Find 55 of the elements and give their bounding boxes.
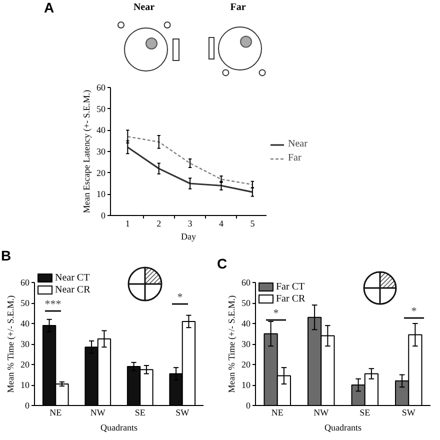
y-tick-label: 20 (242, 360, 251, 370)
y-axis-title: Mean % Time (+/- S.E.M.) (226, 295, 236, 393)
legend-label: Far (288, 152, 302, 164)
x-tick-label: 1 (125, 218, 130, 228)
y-tick-label: 40 (96, 125, 106, 136)
y-tick-label: 60 (96, 82, 106, 92)
y-tick-label: 50 (242, 298, 251, 308)
x-axis-title: Quadrants (100, 422, 138, 432)
annotation: * (273, 308, 279, 320)
x-tick-label: NE (50, 408, 62, 418)
y-tick-label: 40 (20, 318, 30, 328)
x-axis-title: Day (181, 232, 196, 242)
y-tick-label: 50 (96, 104, 106, 114)
y-tick-label: 30 (20, 339, 30, 349)
annotation: * (411, 306, 417, 318)
y-tick-label: 0 (25, 400, 30, 410)
x-tick-label: SE (360, 408, 371, 418)
y-tick-label: 0 (101, 210, 106, 220)
x-tick-label: SW (402, 408, 416, 418)
annotation: *** (44, 298, 62, 310)
x-tick-label: SE (134, 408, 146, 418)
y-tick-label: 10 (20, 380, 30, 390)
legend-label: Near CR (55, 284, 90, 296)
y-tick-label: 20 (20, 360, 30, 370)
annotation: * (177, 292, 183, 304)
x-tick-label: NE (271, 408, 284, 418)
panel-title: A (44, 0, 54, 16)
x-tick-label: 5 (250, 218, 256, 228)
y-tick-label: 60 (20, 278, 30, 288)
x-tick-label: NW (90, 408, 106, 418)
y-tick-label: 30 (242, 339, 251, 349)
y-tick-label: 0 (246, 400, 251, 410)
y-tick-label: 10 (242, 380, 251, 390)
y-axis-title: Mean % Time (+/- S.E.M.) (6, 295, 16, 393)
y-tick-label: 10 (96, 189, 106, 200)
panel-title: C (217, 255, 228, 272)
annotation: Near (133, 2, 155, 13)
annotation: Far (230, 2, 246, 13)
y-tick-label: 60 (242, 278, 251, 288)
x-tick-label: 3 (188, 218, 193, 228)
y-tick-label: 30 (96, 146, 106, 156)
x-tick-label: SW (176, 408, 190, 418)
x-tick-label: 4 (219, 218, 224, 228)
x-axis-title: Quadrants (324, 422, 362, 432)
y-tick-label: 50 (20, 298, 30, 308)
x-tick-label: 2 (156, 218, 162, 228)
y-tick-label: 40 (242, 318, 251, 328)
x-tick-label: NW (314, 408, 330, 418)
legend-label: Far CR (276, 294, 306, 304)
legend-label: Near CT (55, 272, 90, 284)
y-tick-label: 20 (96, 168, 106, 178)
panel-title: B (1, 247, 12, 264)
legend-label: Near (288, 138, 308, 150)
legend-label: Far CT (276, 282, 305, 292)
y-axis-title: Mean Escape Latency (+- S.E.M.) (82, 90, 92, 214)
